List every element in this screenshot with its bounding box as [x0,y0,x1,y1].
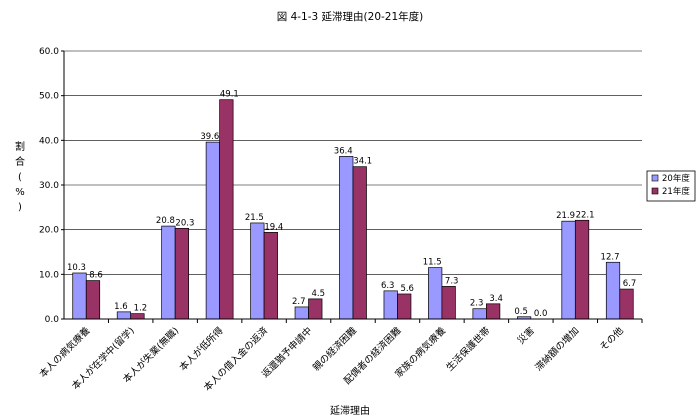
legend-label: 21年度 [662,186,690,197]
y-tick-label: 50.0 [39,92,59,102]
data-label: 11.5 [423,258,442,268]
y-tick-label: 40.0 [39,136,59,146]
data-label: 8.6 [89,271,103,281]
bar-fy20 [205,141,220,320]
bar-fy20 [294,306,309,320]
axes [61,50,643,323]
x-axis-title: 延滞理由 [330,404,370,417]
data-label: 10.3 [67,263,86,273]
category-label: 災害 [515,325,537,347]
data-label: 6.3 [381,281,395,291]
y-axis-title: 割合 (%) [15,140,25,213]
bar-fy21 [486,303,501,320]
data-label: 36.4 [334,146,353,156]
bar-fy21 [397,293,412,320]
bar-fy21 [619,288,634,320]
legend: 20年度 21年度 [646,170,696,202]
legend-label: 20年度 [662,173,690,184]
bar-fy20 [116,311,132,320]
data-label: 21.5 [245,213,264,223]
data-label: 34.1 [353,157,372,167]
data-label: 1.2 [134,304,148,314]
data-label: 49.1 [220,90,239,100]
category-label: 本人が低所得 [177,324,226,373]
y-axis-title-char: % [15,187,25,198]
y-axis-ticks: 0.0 10.0 20.0 30.0 40.0 50.0 60.0 [39,47,59,325]
bar-fy20 [561,220,576,320]
y-tick-label: 20.0 [39,226,59,236]
y-axis-title-char: ( [18,172,22,183]
category-label: その他 [597,324,626,353]
legend-swatch [651,174,659,182]
bar-fy21 [219,99,234,320]
data-label: 1.6 [114,302,128,312]
bar-fy21 [85,280,101,320]
data-label: 3.4 [489,294,503,304]
data-label: 19.4 [264,222,283,232]
data-label: 39.6 [200,132,219,142]
bar-fy20 [383,290,398,320]
chart-title: 図 4-1-3 延滞理由(20-21年度) [277,10,424,23]
bar-fy21 [574,219,590,320]
y-tick-label: 30.0 [39,181,59,191]
bar-fy20 [339,156,354,320]
data-label: 20.3 [175,218,194,228]
y-axis-title-char: 合 [15,155,25,168]
category-labels: 本人の病気療養本人が在学中(留学)本人が失業(無職)本人が低所得本人の借入金の返… [37,324,626,393]
legend-swatch [651,187,659,195]
category-label: 滞納額の増加 [533,325,582,374]
data-label: 12.7 [601,252,620,262]
data-label: 22.1 [576,210,595,220]
data-label: 7.3 [445,276,459,286]
bar-fy20 [472,308,487,320]
bar-fy21 [174,227,190,320]
bar-fy21 [263,231,278,320]
data-label: 21.9 [556,211,575,221]
bars [72,99,634,320]
bar-fy21 [352,166,367,320]
category-label: 生活保護世帯 [444,324,493,373]
y-tick-label: 10.0 [39,270,59,280]
data-label: 20.8 [156,216,175,226]
data-label: 6.7 [623,279,637,289]
bar-fy21 [130,313,145,320]
y-tick-label: 0.0 [45,315,60,325]
y-axis-title-char: ) [18,202,22,213]
category-label: 親の経済困難 [310,324,359,373]
bar-fy20 [605,261,621,320]
data-label: 5.6 [400,284,414,294]
data-label: 0.5 [514,307,528,317]
bar-fy20 [161,225,176,320]
y-tick-label: 60.0 [39,47,59,57]
bar-fy20 [428,267,443,320]
data-label: 2.3 [470,299,484,309]
data-label: 4.5 [312,289,326,299]
bar-fy20 [250,222,265,320]
bar-fy20 [72,272,87,320]
data-label: 0.0 [534,309,548,319]
y-axis-title-char: 割 [15,140,25,153]
bar-fy21 [441,286,456,320]
bar-fy21 [308,298,323,320]
data-label: 2.7 [292,297,306,307]
data-labels: 10.38.6 1.6 1.2 20.8 20.3 39.6 49.1 21.519.4 2.7… [67,90,636,319]
